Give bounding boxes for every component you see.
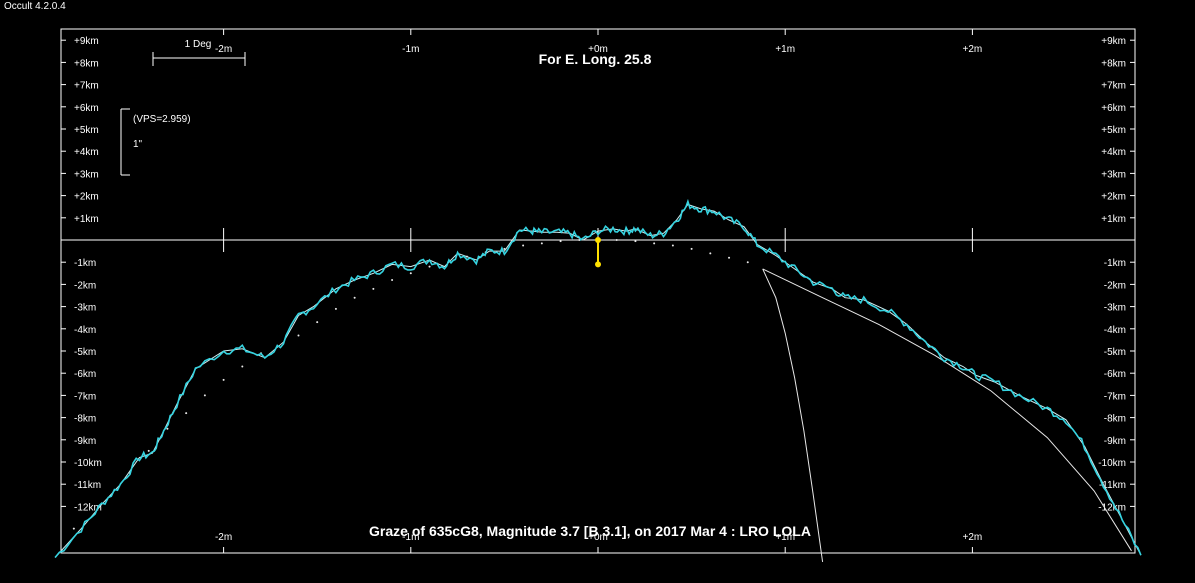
y-tick-label-left: +9km <box>74 36 99 47</box>
limb-dot <box>353 296 356 299</box>
y-tick-label-left: -11km <box>74 480 101 491</box>
x-tick-label-bottom: +1m <box>775 532 795 543</box>
series-layer <box>54 198 1142 559</box>
y-tick-label-right: -10km <box>1098 458 1126 469</box>
y-tick-label-right: -5km <box>1104 347 1126 358</box>
y-tick-label-left: +4km <box>74 147 99 158</box>
y-tick-label-left: +2km <box>74 192 99 203</box>
y-tick-label-right: +8km <box>1101 58 1126 69</box>
arcsec-label: 1" <box>133 139 143 150</box>
y-tick-label-left: -12km <box>74 502 102 513</box>
limb-dot <box>634 240 637 243</box>
limb-dot <box>690 247 693 250</box>
y-tick-label-left: +3km <box>74 169 99 180</box>
limb-dot <box>72 527 75 530</box>
axes-layer: +9km +9km +8km +8km +7km +7km +6km +6km +5km +5km… <box>61 29 1135 553</box>
y-tick-label-right: +7km <box>1101 81 1126 92</box>
y-tick-label-left: -1km <box>74 258 96 269</box>
vps-bracket: (VPS=2.959) 1" <box>120 108 191 176</box>
y-tick-label-right: -2km <box>1104 280 1126 291</box>
marker-layer <box>595 237 601 268</box>
y-tick-label-right: -6km <box>1104 369 1126 380</box>
window-title: Occult 4.2.0.4 <box>4 1 66 12</box>
x-tick-label-bottom: -2m <box>215 532 232 543</box>
limb-dot <box>147 449 150 452</box>
limb-dot <box>297 334 300 337</box>
y-tick-label-left: -3km <box>74 303 96 314</box>
limb-dot <box>391 278 394 281</box>
limb-dot <box>503 247 506 250</box>
y-tick-label-left: -9km <box>74 436 96 447</box>
star-marker-top <box>595 237 601 243</box>
curve-layer <box>762 268 1132 562</box>
vps-label: (VPS=2.959) <box>133 114 191 125</box>
limb-dot <box>203 394 206 397</box>
chart-title: For E. Long. 25.8 <box>539 51 652 67</box>
y-tick-label-right: +3km <box>1101 169 1126 180</box>
curve-steep <box>762 268 824 562</box>
y-tick-label-left: -8km <box>74 414 96 425</box>
x-tick-label-top: +2m <box>963 44 983 55</box>
y-tick-label-left: -4km <box>74 325 96 336</box>
x-tick-label-top: -2m <box>215 44 232 55</box>
y-tick-label-right: +4km <box>1101 147 1126 158</box>
y-tick-label-right: +2km <box>1101 192 1126 203</box>
limb-dot <box>241 365 244 368</box>
y-tick-label-right: +1km <box>1101 214 1126 225</box>
y-tick-label-left: +1km <box>74 214 99 225</box>
y-tick-label-right: -12km <box>1098 502 1126 513</box>
profile-series <box>54 198 1142 559</box>
star-marker-bottom <box>595 261 601 268</box>
limb-dot <box>334 307 337 310</box>
x-tick-label-bottom: +2m <box>963 532 983 543</box>
limb-dot <box>185 412 188 415</box>
limb-dot <box>166 427 169 430</box>
degree-scale-label: 1 Deg <box>185 39 212 50</box>
y-tick-label-right: -8km <box>1104 414 1126 425</box>
limb-dot <box>222 378 225 381</box>
y-tick-label-left: +7km <box>74 81 99 92</box>
plot-frame <box>60 28 1136 554</box>
y-tick-label-left: -7km <box>74 391 96 402</box>
y-tick-label-left: -5km <box>74 347 96 358</box>
limb-dot <box>559 240 562 243</box>
y-tick-label-right: -4km <box>1104 325 1126 336</box>
limb-dot <box>709 252 712 255</box>
y-tick-label-right: -9km <box>1104 436 1126 447</box>
limb-dot <box>671 244 674 247</box>
y-tick-label-right: -3km <box>1104 303 1126 314</box>
limb-dot <box>428 265 431 268</box>
y-tick-label-right: +9km <box>1101 36 1126 47</box>
limb-dot <box>540 242 543 245</box>
curve-wide <box>762 268 1132 552</box>
y-tick-label-right: -7km <box>1104 391 1126 402</box>
limb-dot <box>316 321 319 324</box>
limb-dot <box>615 239 618 241</box>
x-tick-label-top: +1m <box>775 44 795 55</box>
y-tick-label-left: -6km <box>74 369 96 380</box>
y-tick-label-left: +6km <box>74 103 99 114</box>
limb-dot <box>409 272 412 275</box>
limb-dot <box>522 244 525 247</box>
limb-dot <box>728 256 731 259</box>
limb-dot <box>372 287 375 290</box>
x-tick-label-bottom: +0m <box>588 532 608 543</box>
chart-footer: Graze of 635cG8, Magnitude 3.7 [B 3.1], … <box>369 523 811 539</box>
y-tick-label-left: -10km <box>74 458 102 469</box>
x-tick-label-bottom: -1m <box>402 532 419 543</box>
y-tick-label-right: -11km <box>1099 480 1126 491</box>
x-tick-label-top: +0m <box>588 44 608 55</box>
y-tick-label-right: +6km <box>1101 103 1126 114</box>
x-tick-label-top: -1m <box>402 44 419 55</box>
y-tick-label-left: +8km <box>74 58 99 69</box>
y-tick-label-left: -2km <box>74 280 96 291</box>
y-tick-label-right: +5km <box>1101 125 1126 136</box>
limb-dots-layer <box>72 239 749 530</box>
limb-dot <box>653 242 656 245</box>
y-tick-label-left: +5km <box>74 125 99 136</box>
limb-dot <box>746 261 749 264</box>
degree-scale-bar: 1 Deg <box>152 39 246 66</box>
y-tick-label-right: -1km <box>1104 258 1126 269</box>
